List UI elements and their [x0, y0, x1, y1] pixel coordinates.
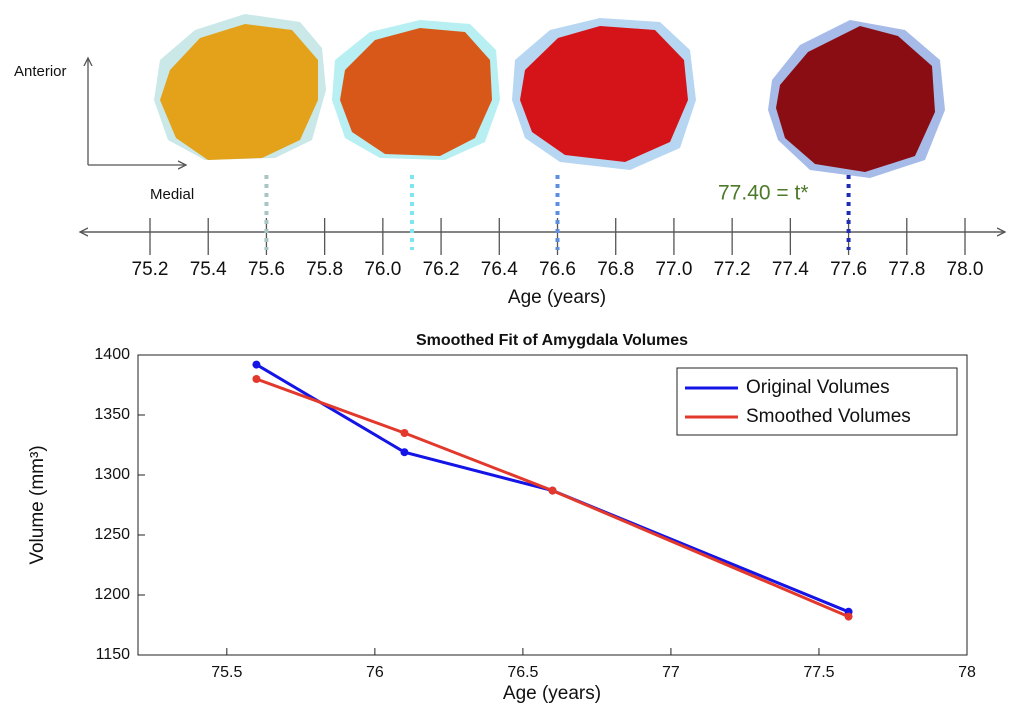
x-tick-label: 77.2 — [714, 259, 751, 280]
x-tick-label: 77.0 — [655, 259, 692, 280]
x-tick-label: 76.0 — [364, 259, 401, 280]
chart-title: Smoothed Fit of Amygdala Volumes — [416, 332, 688, 349]
x-axis-label: Age (years) — [503, 683, 601, 704]
x-tick-label: 75.4 — [190, 259, 227, 280]
data-point — [252, 375, 261, 383]
data-point — [400, 448, 409, 457]
anterior-label: Anterior — [14, 63, 67, 80]
amygdala-renders — [154, 14, 945, 178]
x-tick-label: 75.5 — [211, 664, 242, 681]
x-tick-label: 75.6 — [248, 259, 285, 280]
series-line — [255, 363, 850, 614]
shape — [340, 28, 492, 156]
x-tick-label: 77.8 — [888, 259, 925, 280]
y-axis-label: Volume (mm³) — [27, 445, 48, 564]
timeline-x-label: Age (years) — [508, 287, 606, 308]
t-star-annotation: 77.40 = t* — [718, 182, 809, 205]
x-tick-label: 76 — [366, 664, 384, 681]
x-tick-label: 76.8 — [597, 259, 634, 280]
series-line — [255, 377, 850, 618]
legend-label: Original Volumes — [746, 377, 890, 398]
y-tick-label: 1250 — [94, 526, 130, 543]
data-point — [400, 429, 409, 437]
shape — [160, 24, 318, 160]
shape — [776, 26, 935, 172]
x-tick-label: 76.4 — [481, 259, 518, 280]
x-tick-label: 75.2 — [132, 259, 169, 280]
x-tick-label: 78 — [958, 664, 976, 681]
x-tick-label: 77.6 — [830, 259, 867, 280]
y-tick-label: 1300 — [94, 466, 130, 483]
legend-box — [676, 367, 958, 436]
y-tick-label: 1150 — [96, 646, 131, 663]
shape — [520, 26, 688, 162]
x-tick-label: 78.0 — [947, 259, 984, 280]
data-point — [844, 612, 853, 621]
y-tick-label: 1200 — [94, 586, 130, 603]
x-tick-label: 77.5 — [803, 664, 834, 681]
y-tick-label: 1350 — [94, 406, 130, 423]
x-tick-label: 77 — [662, 664, 680, 681]
plot-frame — [137, 354, 968, 656]
y-tick-label: 1400 — [94, 346, 130, 363]
medial-label: Medial — [150, 186, 194, 203]
x-tick-label: 76.5 — [507, 664, 538, 681]
data-point — [548, 486, 557, 495]
x-tick-label: 76.6 — [539, 259, 576, 280]
legend-label: Smoothed Volumes — [746, 406, 911, 427]
x-tick-label: 77.4 — [772, 259, 809, 280]
data-point — [252, 360, 261, 369]
x-tick-label: 75.8 — [306, 259, 343, 280]
x-tick-label: 76.2 — [423, 259, 460, 280]
